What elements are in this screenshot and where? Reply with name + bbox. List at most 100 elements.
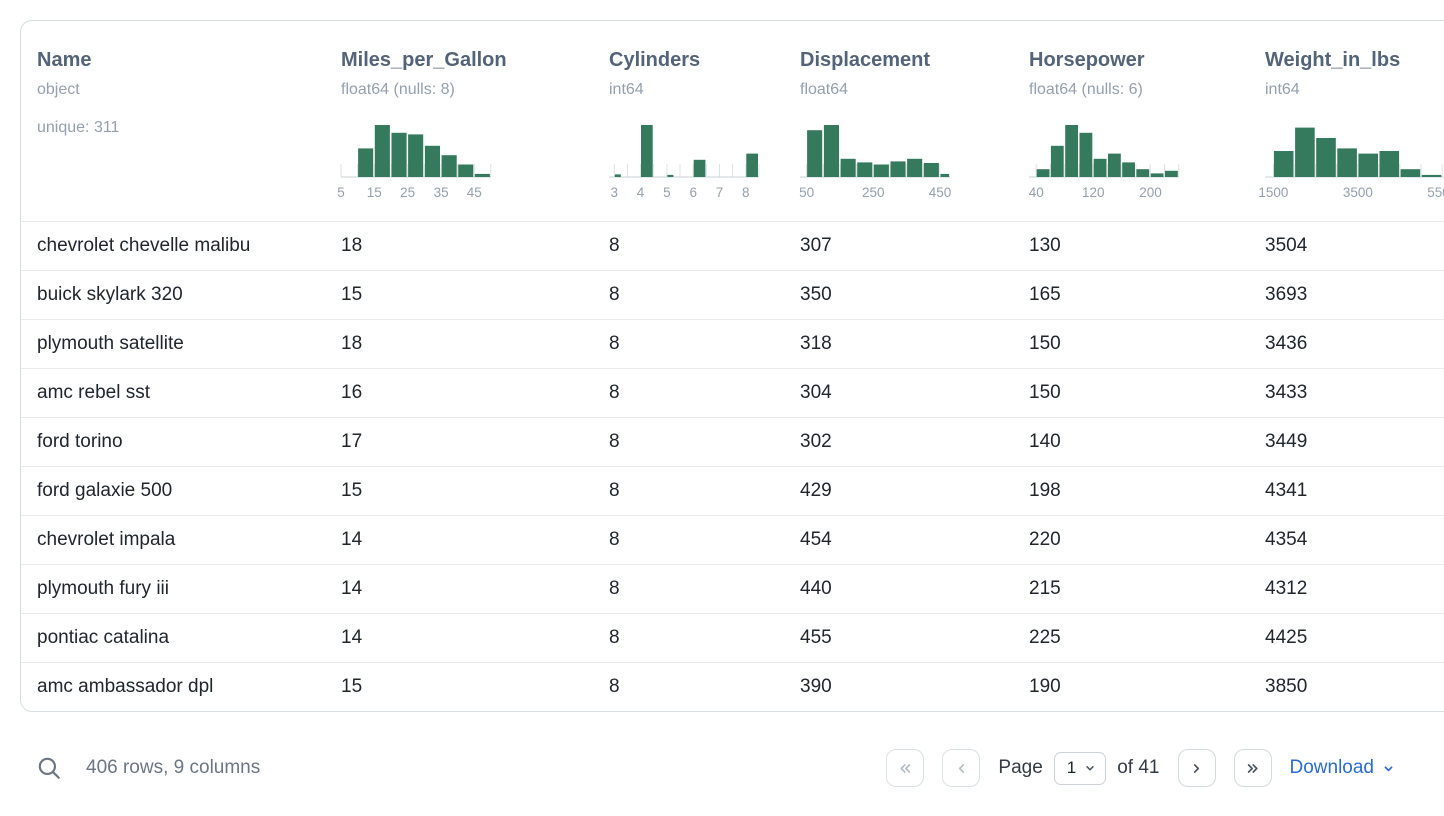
table-cell: 440 (800, 578, 832, 599)
next-page-button[interactable] (1177, 749, 1216, 787)
table-cell: 18 (341, 235, 363, 256)
svg-text:3500: 3500 (1343, 185, 1373, 200)
table-cell: 15 (341, 676, 363, 697)
status-bar: 406 rows, 9 columns Page 1 (36, 746, 1396, 790)
table-cell: 3504 (1265, 235, 1308, 256)
table-cell: ford torino (37, 431, 123, 452)
histogram-cylinders[interactable]: 3 4 5 6 7 8 (609, 117, 786, 205)
svg-text:8: 8 (742, 185, 750, 200)
row-count-summary: 406 rows, 9 columns (86, 757, 261, 778)
histogram-chart: 3 4 5 6 7 8 (609, 125, 760, 200)
table-row: ford galaxie 500 15 8 429 198 4341 (21, 466, 1444, 515)
column-title: Horsepower (1029, 49, 1145, 71)
prev-page-button[interactable] (942, 749, 981, 787)
table-cell: 455 (800, 627, 832, 648)
table-cell: plymouth fury iii (37, 578, 169, 599)
table-cell: 8 (609, 382, 620, 403)
table-cell: 8 (609, 627, 620, 648)
table-row: chevrolet chevelle malibu 18 8 307 130 3504 (21, 221, 1444, 270)
histogram-displacement[interactable]: 50 250 450 (799, 117, 1015, 205)
double-chevron-left-icon (897, 760, 914, 777)
table-cell: 4341 (1265, 480, 1308, 501)
table-cell: 4312 (1265, 578, 1308, 599)
page-label: Page (998, 757, 1043, 778)
table-cell: 8 (609, 676, 620, 697)
table-cell: pontiac catalina (37, 627, 170, 648)
column-dtype: float64 (800, 81, 849, 98)
table-cell: 302 (800, 431, 832, 452)
pagination-controls: Page 1 of 41 (886, 749, 1396, 787)
table-cell: 8 (609, 529, 620, 550)
table-cell: 429 (800, 480, 832, 501)
page-select-value: 1 (1066, 758, 1077, 777)
table-cell: 16 (341, 382, 363, 403)
histogram-miles-per-gallon[interactable]: 5 15 25 35 45 (337, 117, 595, 205)
svg-text:120: 120 (1082, 185, 1105, 200)
column-header-displacement[interactable]: Displacement float64 50 250 450 (799, 47, 1029, 205)
svg-text:25: 25 (400, 185, 415, 200)
table-header: Name object unique: 311 Miles_per_Gallon… (21, 21, 1444, 221)
page-total-label: of 41 (1117, 757, 1160, 778)
table-cell: 8 (609, 333, 620, 354)
svg-text:200: 200 (1139, 185, 1162, 200)
status-left: 406 rows, 9 columns (36, 755, 260, 781)
table-cell: 8 (609, 235, 620, 256)
column-header-weight-in-lbs[interactable]: Weight_in_lbs int64 1500 3500 5500 (1258, 47, 1444, 205)
svg-text:40: 40 (1029, 185, 1044, 200)
svg-text:3: 3 (611, 185, 619, 200)
page-select[interactable]: 1 (1053, 751, 1107, 785)
table-cell: amc rebel sst (37, 382, 150, 403)
table-cell: 8 (609, 284, 620, 305)
table-row: pontiac catalina 14 8 455 225 4425 (21, 613, 1444, 662)
table-row: buick skylark 320 15 8 350 165 3693 (21, 270, 1444, 319)
svg-text:250: 250 (862, 185, 885, 200)
svg-text:45: 45 (467, 185, 482, 200)
table-cell: 220 (1029, 529, 1061, 550)
histogram-weight-in-lbs[interactable]: 1500 3500 5500 (1258, 117, 1444, 205)
column-title: Miles_per_Gallon (341, 49, 507, 71)
column-header-cylinders[interactable]: Cylinders int64 3 4 5 6 7 8 (609, 47, 800, 205)
table-cell: 14 (341, 529, 363, 550)
table-row: amc rebel sst 16 8 304 150 3433 (21, 368, 1444, 417)
table-cell: plymouth satellite (37, 333, 184, 354)
table-row: plymouth fury iii 14 8 440 215 4312 (21, 564, 1444, 613)
table-cell: 225 (1029, 627, 1061, 648)
table-cell: 307 (800, 235, 832, 256)
table-cell: 140 (1029, 431, 1061, 452)
last-page-button[interactable] (1233, 749, 1272, 787)
page-indicator: Page 1 of 41 (998, 751, 1160, 785)
table-cell: 3449 (1265, 431, 1308, 452)
column-header-miles-per-gallon[interactable]: Miles_per_Gallon float64 (nulls: 8) 5 15 2… (337, 47, 609, 205)
table-cell: 454 (800, 529, 832, 550)
table-cell: 8 (609, 431, 620, 452)
table-cell: 14 (341, 578, 363, 599)
table-cell: 3433 (1265, 382, 1308, 403)
column-title: Name (37, 49, 92, 71)
svg-text:5500: 5500 (1427, 185, 1444, 200)
table-cell: chevrolet chevelle malibu (37, 235, 251, 256)
table-cell: 8 (609, 578, 620, 599)
column-title: Cylinders (609, 49, 701, 71)
table-cell: 14 (341, 627, 363, 648)
table-cell: chevrolet impala (37, 529, 176, 550)
column-header-name[interactable]: Name object unique: 311 (37, 47, 341, 205)
table-cell: 4425 (1265, 627, 1308, 648)
chevron-down-icon (1381, 761, 1396, 776)
table-row: amc ambassador dpl 15 8 390 190 3850 (21, 662, 1444, 711)
table-cell: 8 (609, 480, 620, 501)
svg-text:4: 4 (637, 185, 645, 200)
table-cell: 130 (1029, 235, 1061, 256)
column-dtype: float64 (nulls: 6) (1029, 81, 1143, 98)
download-button[interactable]: Download (1290, 757, 1397, 779)
table-cell: 3693 (1265, 284, 1308, 305)
histogram-horsepower[interactable]: 40 120 200 (1029, 117, 1251, 205)
column-title: Weight_in_lbs (1265, 49, 1401, 71)
search-icon[interactable] (36, 755, 62, 781)
table-row: chevrolet impala 14 8 454 220 4354 (21, 515, 1444, 564)
column-header-horsepower[interactable]: Horsepower float64 (nulls: 6) 40 120 200 (1029, 47, 1265, 205)
table-cell: 3850 (1265, 676, 1308, 697)
table-cell: 3436 (1265, 333, 1308, 354)
histogram-chart: 1500 3500 5500 (1258, 127, 1444, 200)
first-page-button[interactable] (886, 749, 925, 787)
svg-text:35: 35 (434, 185, 449, 200)
